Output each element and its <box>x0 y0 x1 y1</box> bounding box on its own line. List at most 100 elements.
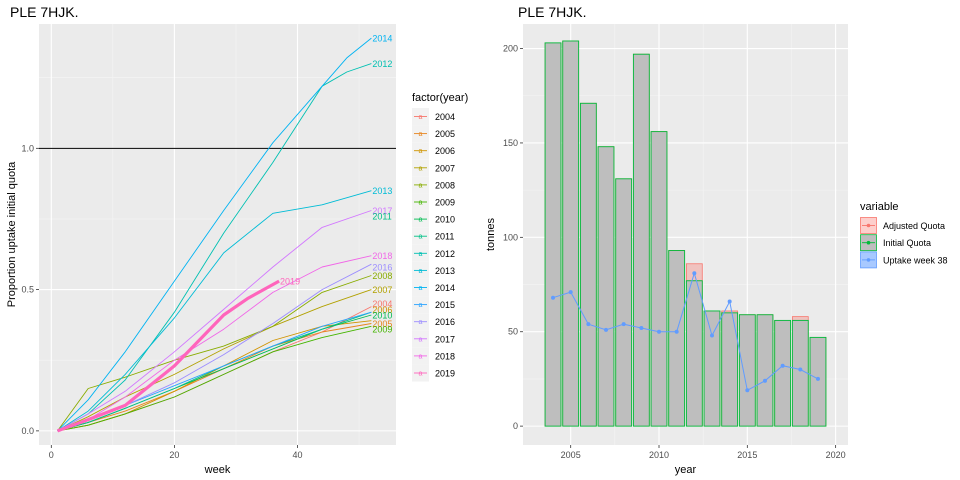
legend-label: Adjusted Quota <box>883 221 945 231</box>
left-x-tick-label: 0 <box>49 450 54 460</box>
uptake-point-2017 <box>780 363 785 368</box>
initial-quota-bar-2019 <box>809 336 827 427</box>
initial-quota-bar-2011 <box>668 250 686 427</box>
legend-label-2007: 2007 <box>435 163 455 173</box>
legend-key-glyph: a <box>419 217 423 224</box>
right-x-tick-label: 2010 <box>649 450 669 460</box>
series-line-2012 <box>57 63 372 432</box>
legend-entry-2017: a 2017 <box>412 330 455 348</box>
legend-entry-2012: a 2012 <box>412 244 455 262</box>
legend-key-glyph: a <box>419 165 423 172</box>
legend-key-glyph: a <box>419 251 423 258</box>
end-label-2011: 2011 <box>372 212 391 222</box>
series-line-2011 <box>57 311 372 432</box>
legend-key-glyph: a <box>419 285 423 292</box>
legend-label-2006: 2006 <box>435 146 455 156</box>
left-legend-title: factor(year) <box>412 92 468 104</box>
uptake-point-2005 <box>568 290 573 295</box>
legend-key-glyph: a <box>419 371 423 378</box>
legend-entry-2011: a 2011 <box>412 227 454 245</box>
legend-key-glyph: a <box>419 148 423 155</box>
series-line-2013 <box>57 190 372 432</box>
legend-entry-initial-quota: Initial Quota <box>860 234 931 252</box>
left-x-axis-label: week <box>204 464 231 476</box>
left-plot-background <box>39 24 396 445</box>
legend-key-glyph: a <box>419 319 423 326</box>
legend-entry-2005: a 2005 <box>412 125 455 143</box>
legend-label-2017: 2017 <box>435 334 455 344</box>
right-legend-title: variable <box>860 201 899 213</box>
legend-label-2019: 2019 <box>435 369 455 379</box>
left-chart-title: PLE 7HJK. <box>10 4 78 20</box>
end-label-2012: 2012 <box>372 59 392 69</box>
legend-entry-2016: a 2016 <box>412 313 455 331</box>
legend-label-2012: 2012 <box>435 249 455 259</box>
legend-key-glyph: a <box>419 200 423 207</box>
initial-quota-bar-2018 <box>791 319 809 427</box>
legend-entry-2015: a 2015 <box>412 296 455 314</box>
legend-key-point <box>866 223 871 228</box>
legend-label-2018: 2018 <box>435 351 455 361</box>
legend-key-glyph: a <box>419 302 423 309</box>
legend-key-glyph: a <box>419 353 423 360</box>
right-y-tick-label: 150 <box>503 138 518 148</box>
right-y-tick-label: 100 <box>503 232 518 242</box>
right-y-tick-label: 50 <box>508 327 518 337</box>
right-y-tick-label: 200 <box>503 44 518 54</box>
legend-label-2013: 2013 <box>435 266 455 276</box>
left-y-tick-label: 1.0 <box>21 143 34 153</box>
uptake-point-2016 <box>762 378 767 383</box>
legend-entry-uptake-week-38: Uptake week 38 <box>860 251 948 269</box>
legend-entry-2004: a 2004 <box>412 108 455 125</box>
left-y-axis-label: Proportion uptake initial quota <box>6 161 18 307</box>
legend-label-2005: 2005 <box>435 129 455 139</box>
legend-key-point <box>866 258 871 262</box>
uptake-point-2015 <box>745 388 750 393</box>
legend-entry-2006: a 2006 <box>412 142 455 160</box>
series-line-2014 <box>57 37 372 432</box>
end-label-2008: 2008 <box>372 271 392 281</box>
legend-key-glyph: a <box>419 131 423 138</box>
initial-quota-bar-2012 <box>685 280 703 427</box>
uptake-point-2009 <box>639 325 644 330</box>
legend-entry-2014: a 2014 <box>412 279 455 296</box>
end-label-2004: 2004 <box>372 299 392 309</box>
initial-quota-bar-2017 <box>774 319 792 427</box>
legend-label-2015: 2015 <box>435 300 455 310</box>
legend-key-glyph: a <box>419 182 423 189</box>
legend-label-2004: 2004 <box>435 112 455 122</box>
legend-key-point <box>866 240 871 245</box>
legend-entry-2009: a 2009 <box>412 193 455 211</box>
series-line-2007 <box>57 289 372 432</box>
end-label-2018: 2018 <box>372 251 392 261</box>
legend-entry-2013: a 2013 <box>412 261 455 279</box>
legend-label-2010: 2010 <box>435 215 455 225</box>
legend-key-glyph: a <box>419 268 423 275</box>
end-label-2009: 2009 <box>372 325 392 335</box>
initial-quota-bar-2006 <box>579 102 597 427</box>
legend-entry-adjusted-quota: Adjusted Quota <box>860 217 945 234</box>
uptake-point-2010 <box>657 329 662 334</box>
end-label-2014: 2014 <box>372 34 392 44</box>
series-line-2019 <box>56 279 280 433</box>
legend-key-glyph: a <box>419 114 423 121</box>
left-x-tick-label: 20 <box>169 450 179 460</box>
right-x-tick-label: 2015 <box>737 450 757 460</box>
end-label-2006: 2006 <box>372 305 392 315</box>
initial-quota-bar-2007 <box>597 146 615 427</box>
initial-quota-bar-2015 <box>738 314 756 427</box>
uptake-point-2013 <box>709 333 714 338</box>
right-x-axis-label: year <box>675 464 697 476</box>
end-label-2019: 2019 <box>280 277 300 287</box>
legend-label-2014: 2014 <box>435 283 455 293</box>
series-line-2009 <box>57 325 372 432</box>
legend-label-2011: 2011 <box>435 232 454 242</box>
series-line-2008 <box>57 275 372 432</box>
end-label-2010: 2010 <box>372 311 392 321</box>
uptake-point-2011 <box>674 329 679 334</box>
initial-quota-bar-2010 <box>650 131 668 427</box>
legend-entry-2019: a 2019 <box>412 364 455 382</box>
uptake-point-2004 <box>551 295 556 300</box>
right-y-axis-label: tonnes <box>485 217 497 251</box>
